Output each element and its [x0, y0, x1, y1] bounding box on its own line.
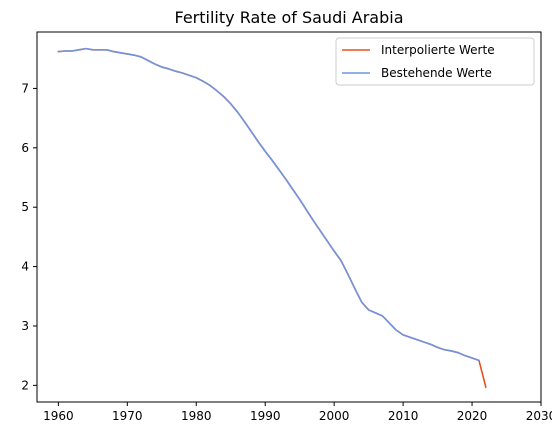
chart-title: Fertility Rate of Saudi Arabia [175, 8, 404, 27]
legend-label: Bestehende Werte [381, 66, 492, 80]
series-layer [57, 47, 487, 388]
legend-box [335, 37, 535, 86]
x-tick-label: 1990 [250, 409, 281, 423]
x-tick-label: 1960 [43, 409, 74, 423]
y-axis: 2 3 4 5 6 7 [21, 81, 37, 392]
legend-label: Interpolierte Werte [381, 43, 495, 57]
y-tick-label: 3 [21, 319, 29, 333]
y-tick-label: 5 [21, 200, 29, 214]
x-tick-label: 2000 [319, 409, 350, 423]
y-tick-label: 7 [21, 81, 29, 95]
plot-frame [36, 31, 542, 403]
x-axis: 1960 1970 1980 1990 2000 2010 2020 2030 [43, 402, 552, 423]
x-tick-label: 1970 [112, 409, 143, 423]
legend: Interpolierte Werte Bestehende Werte [335, 37, 535, 86]
series-line-2 [57, 47, 480, 362]
x-tick-label: 1980 [181, 409, 212, 423]
y-tick-label: 2 [21, 378, 29, 392]
series-line-1 [57, 47, 487, 388]
x-tick-label: 2010 [388, 409, 419, 423]
x-tick-label: 2020 [457, 409, 488, 423]
x-tick-label: 2030 [526, 409, 552, 423]
y-tick-label: 4 [21, 260, 29, 274]
y-tick-label: 6 [21, 141, 29, 155]
